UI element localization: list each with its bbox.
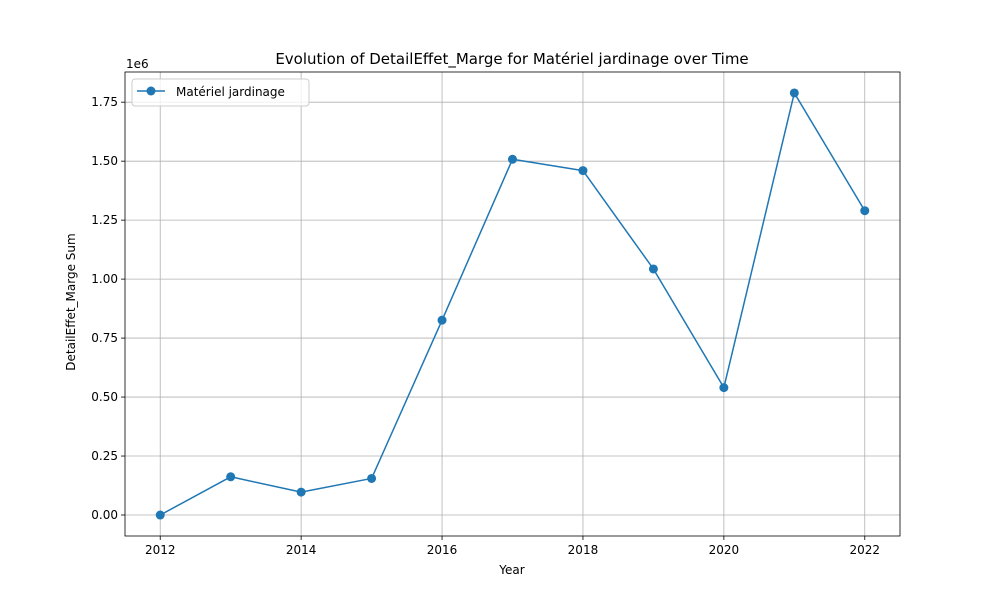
y-tick-label: 1.25 [91, 213, 118, 227]
series-layer [155, 88, 870, 520]
data-point [226, 472, 236, 482]
x-tick-label: 2018 [568, 543, 599, 557]
x-tick-label: 2020 [709, 543, 740, 557]
x-tick-label: 2016 [427, 543, 458, 557]
y-tick-label: 0.50 [91, 390, 118, 404]
data-point [296, 487, 306, 497]
y-tick-label: 1.00 [91, 272, 118, 286]
x-axis-label: Year [498, 563, 524, 577]
x-axis: 2012 2014 2016 2018 2020 2022 [145, 536, 880, 557]
plot-area [124, 71, 901, 537]
legend-marker-swatch [146, 86, 156, 96]
legend-label: Matériel jardinage [176, 85, 285, 99]
legend: Matériel jardinage [131, 78, 310, 107]
y-axis-label: DetailEffet_Marge Sum [64, 233, 78, 370]
y-tick-label: 1.50 [91, 154, 118, 168]
data-point [367, 473, 377, 483]
legend-box [131, 78, 310, 107]
grid [125, 72, 900, 536]
y-tick-label: 0.00 [91, 508, 118, 522]
y-tick-label: 1.75 [91, 95, 118, 109]
y-axis-offset-label: 1e6 [126, 57, 149, 71]
y-axis: 0.00 0.25 0.50 0.75 1.00 1.25 1.50 1.75 [91, 95, 125, 522]
y-tick-label: 0.75 [91, 331, 118, 345]
chart-title: Evolution of DetailEffet_Marge for Matér… [275, 50, 748, 69]
data-point [437, 315, 447, 325]
data-point [648, 264, 658, 274]
data-point [860, 206, 870, 216]
data-point [155, 510, 165, 520]
plot-frame [124, 71, 901, 537]
x-tick-label: 2014 [286, 543, 317, 557]
x-tick-label: 2012 [145, 543, 176, 557]
y-tick-label: 0.25 [91, 449, 118, 463]
data-point [719, 383, 729, 393]
data-point [578, 166, 588, 176]
data-point [508, 154, 517, 164]
data-point [789, 88, 799, 98]
x-tick-label: 2022 [849, 543, 880, 557]
